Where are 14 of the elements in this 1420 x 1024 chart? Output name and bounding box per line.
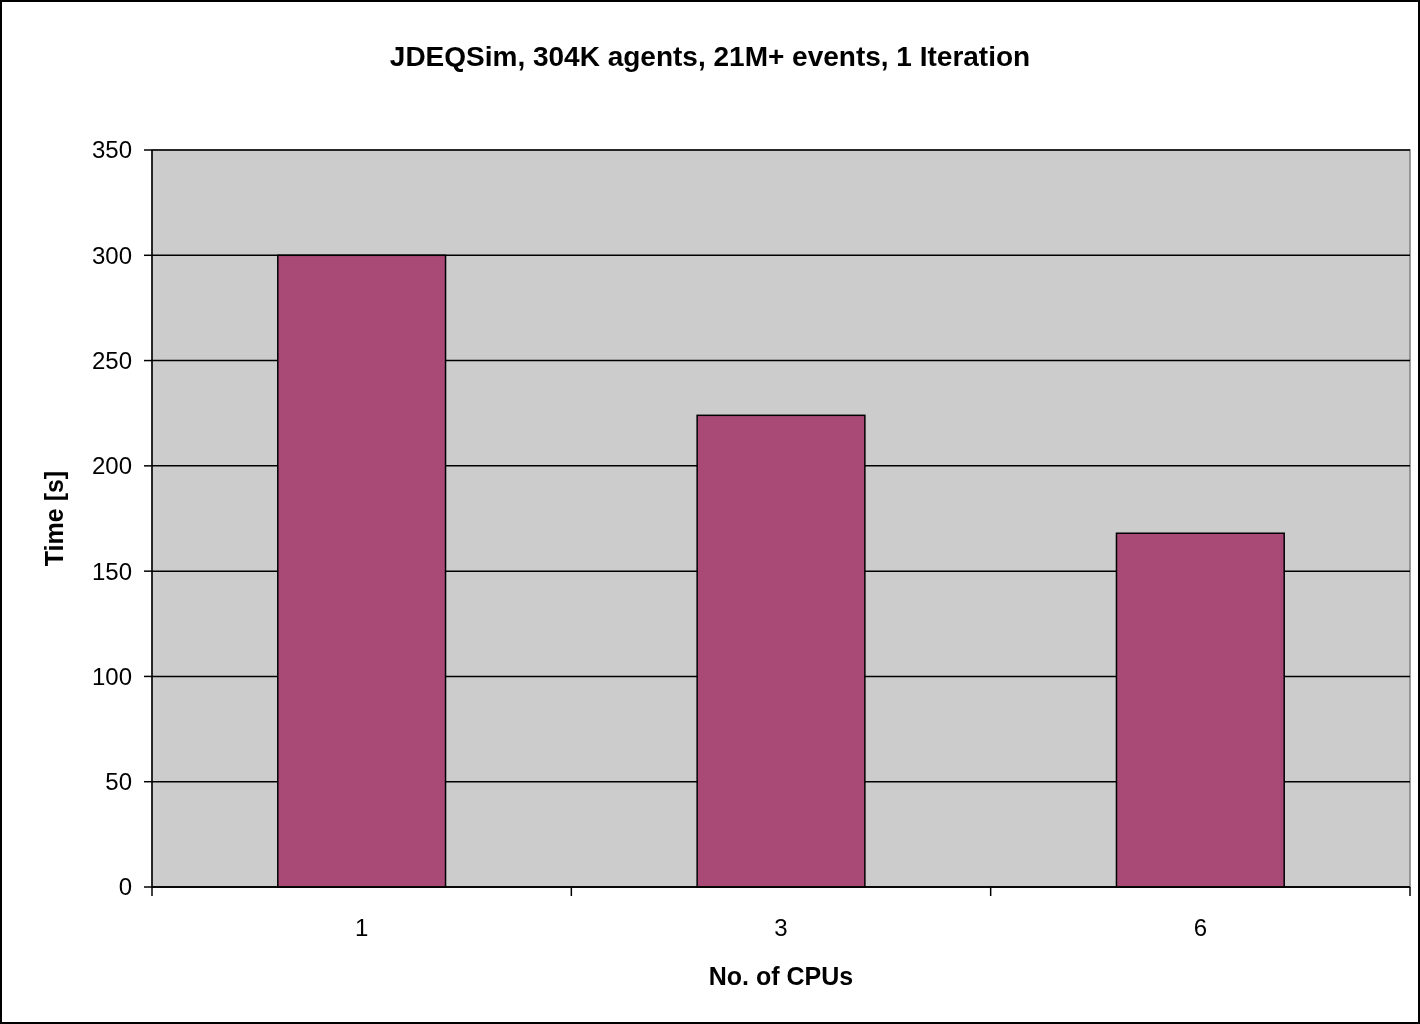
y-tick-label: 250: [91, 346, 132, 374]
y-tick-label: 350: [91, 136, 132, 164]
x-tick-label: 6: [1193, 914, 1208, 941]
y-tick-label: 100: [91, 662, 132, 690]
x-axis-title: No. of CPUs: [708, 962, 854, 990]
y-tick-label: 200: [91, 452, 132, 480]
x-tick-label: 1: [354, 914, 369, 941]
chart-title: JDEQSim, 304K agents, 21M+ events, 1 Iteration: [389, 41, 1031, 72]
x-tick-label: 3: [774, 914, 788, 941]
y-tick-label: 150: [91, 557, 132, 585]
y-axis-title: Time [s]: [40, 470, 68, 567]
y-tick-label: 50: [105, 768, 132, 796]
y-tick-label: 300: [91, 241, 132, 269]
y-tick-label: 0: [118, 873, 132, 901]
